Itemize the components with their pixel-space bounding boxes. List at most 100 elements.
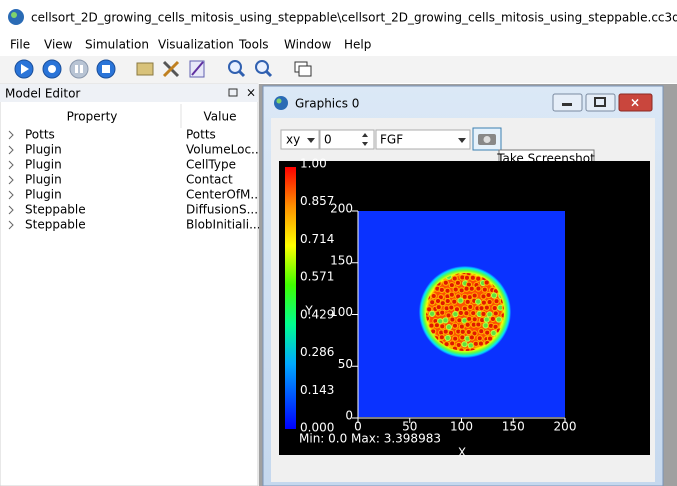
cell <box>461 273 468 276</box>
range-text: Min: 0.0 Max: 3.398983 <box>299 432 441 446</box>
model-editor <box>0 83 259 486</box>
property-name[interactable]: Potts <box>25 128 55 142</box>
cell <box>463 285 470 292</box>
cell <box>463 274 471 281</box>
spin-down[interactable] <box>362 142 368 146</box>
property-name[interactable]: Steppable <box>25 203 86 217</box>
property-value[interactable]: BlobInitiali... <box>186 218 261 232</box>
cell <box>442 279 449 286</box>
cell <box>480 293 487 300</box>
property-value[interactable]: VolumeLoc... <box>186 143 263 157</box>
cell <box>495 316 502 323</box>
cell <box>468 285 475 292</box>
cell <box>480 310 487 318</box>
menu-bar <box>0 34 677 56</box>
cell <box>455 341 462 349</box>
cell <box>477 340 485 347</box>
expand-arrow[interactable] <box>8 220 14 230</box>
plane-combo[interactable] <box>280 129 320 150</box>
stop-icon <box>102 65 110 73</box>
y-axis-label: Y <box>304 304 313 318</box>
color-bar-labels: 1.00 0.857 0.714 0.571 0.429 0.286 0.143 0.000 <box>300 157 334 435</box>
cell <box>457 297 464 304</box>
property-value[interactable]: DiffusionS... <box>186 203 258 217</box>
cell <box>451 275 458 282</box>
property-name[interactable]: Plugin <box>25 143 62 157</box>
cell <box>469 274 477 281</box>
dock-float[interactable] <box>228 88 238 97</box>
menu-item[interactable]: Visualization <box>158 38 234 52</box>
zoom-in-button[interactable] <box>228 60 242 74</box>
cell <box>438 334 446 341</box>
cell <box>445 323 453 331</box>
cell <box>459 334 466 341</box>
menu-item[interactable]: View <box>44 38 73 52</box>
property-value[interactable]: Potts <box>186 128 216 142</box>
cell <box>454 279 462 287</box>
field-combo[interactable] <box>375 129 471 150</box>
cell <box>484 329 491 336</box>
cell <box>448 291 455 298</box>
cell <box>466 315 473 323</box>
zoom-out-button[interactable] <box>255 60 269 74</box>
spin-up[interactable] <box>362 133 368 137</box>
pause-button[interactable] <box>69 59 89 79</box>
menu-item[interactable]: Help <box>344 38 371 52</box>
cell <box>467 342 475 349</box>
property-name[interactable]: Plugin <box>25 173 62 187</box>
color-bar-label: 0.857 <box>300 194 334 208</box>
cell <box>444 297 451 305</box>
menu-item[interactable]: Simulation <box>85 38 149 52</box>
property-name[interactable]: Plugin <box>25 188 62 202</box>
color-bar-label: 0.143 <box>300 383 334 397</box>
cell <box>471 292 478 299</box>
graphics-icon <box>274 96 288 110</box>
cell <box>458 347 465 351</box>
property-value[interactable]: CenterOfM... <box>186 188 262 202</box>
color-bar-label: 0.714 <box>300 232 334 246</box>
cell <box>452 310 459 318</box>
property-value[interactable]: CellType <box>186 158 236 172</box>
cell <box>452 335 459 342</box>
cell <box>438 286 445 294</box>
cell <box>428 322 435 329</box>
close-button[interactable] <box>618 93 653 112</box>
expand-arrow[interactable] <box>8 175 14 185</box>
cell <box>486 335 494 342</box>
cell <box>491 304 498 312</box>
position-value: 0 <box>324 133 332 147</box>
cell <box>444 287 451 294</box>
property-value[interactable]: Contact <box>186 173 233 187</box>
position-spinbox[interactable] <box>319 129 375 150</box>
expand-arrow[interactable] <box>8 145 14 155</box>
property-name[interactable]: Plugin <box>25 158 62 172</box>
x-tick-label: 0 <box>354 420 362 434</box>
expand-arrow[interactable] <box>8 130 14 140</box>
property-name[interactable]: Steppable <box>25 218 86 232</box>
y-tick-label: 50 <box>338 357 353 371</box>
expand-arrow[interactable] <box>8 205 14 215</box>
cell <box>471 316 478 323</box>
cell <box>451 298 458 305</box>
expand-arrow[interactable] <box>8 190 14 200</box>
menu-item[interactable]: Tools <box>238 38 269 52</box>
cell <box>459 328 466 335</box>
expand-arrow[interactable] <box>8 160 14 170</box>
open-button[interactable] <box>136 62 154 76</box>
cell <box>433 322 441 329</box>
menu-item[interactable]: File <box>10 38 30 52</box>
menu-item[interactable]: Window <box>284 38 332 52</box>
step-icon <box>48 65 56 73</box>
cell <box>486 311 493 318</box>
minimize-button[interactable] <box>552 93 583 112</box>
cell <box>439 300 446 307</box>
maximize-button[interactable] <box>585 93 616 112</box>
cell <box>478 305 485 312</box>
cell <box>458 323 465 330</box>
cell <box>464 298 471 306</box>
dock-close[interactable]: × <box>246 86 256 100</box>
cell <box>461 341 468 348</box>
